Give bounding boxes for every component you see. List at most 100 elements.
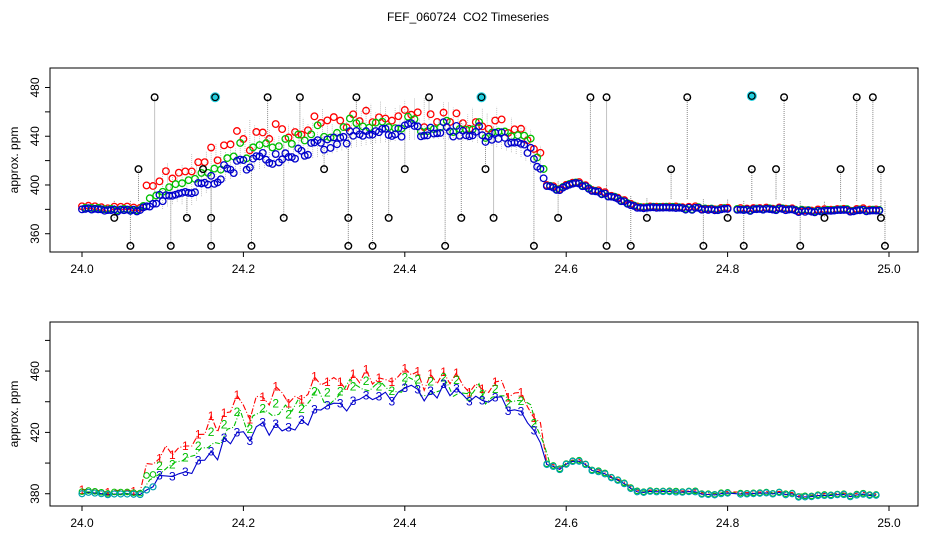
series-2-point [223, 154, 232, 163]
series-3-point [394, 124, 403, 133]
series-3-label: 3 [324, 399, 331, 413]
x-tick-label: 24.0 [70, 262, 94, 276]
series-3-marker [594, 468, 603, 476]
series-3-marker [556, 465, 564, 474]
series-3-marker [627, 484, 635, 493]
series-1-label: 1 [169, 448, 176, 462]
series-2-label: 2 [169, 458, 176, 472]
series-1-point [497, 115, 506, 124]
series-3-point [494, 134, 503, 143]
series-3-point [336, 133, 345, 142]
series-1-point [323, 116, 332, 125]
series-2-label: 2 [492, 382, 499, 396]
series-3-label: 3 [208, 445, 215, 459]
series-2-point [281, 134, 290, 143]
series-2-label: 2 [208, 425, 215, 439]
series-3-point [381, 124, 390, 133]
series-3-point [526, 143, 535, 152]
series-1-label: 1 [195, 427, 202, 441]
series-1-point [161, 167, 170, 176]
outlier-point [368, 241, 377, 250]
series-3-label: 3 [466, 395, 473, 409]
series-1-label: 1 [79, 483, 86, 497]
series-3-marker [840, 490, 848, 499]
outlier-point [626, 241, 635, 250]
series-3-point [245, 163, 254, 172]
series-1-label: 1 [531, 411, 538, 425]
series-1-label: 1 [337, 375, 344, 389]
outlier-point [772, 165, 781, 174]
series-3-point [152, 199, 161, 208]
series-3-marker [775, 488, 783, 497]
series-3-label: 3 [311, 403, 318, 417]
outlier-point [747, 165, 756, 174]
series-3-point [365, 130, 374, 139]
series-2-point [378, 117, 387, 126]
series-3-point [304, 150, 312, 159]
series-1-point [142, 181, 151, 190]
series-3-point [465, 132, 474, 141]
series-3-point [207, 171, 216, 180]
series-2-label: 2 [453, 373, 460, 387]
series-1-point [394, 112, 403, 121]
outlier-point [247, 241, 256, 250]
outlier-point [352, 93, 361, 102]
series-3-point [626, 201, 635, 210]
series-3-label: 3 [376, 390, 383, 404]
series-2-point [236, 138, 245, 147]
series-3-point [539, 174, 548, 183]
series-3-label: 3 [285, 421, 292, 435]
series-3-label: 3 [156, 468, 163, 482]
flagged-point [477, 93, 486, 102]
series-2-label: 2 [376, 379, 383, 393]
series-3-marker [723, 489, 732, 497]
outlier-point [699, 241, 708, 250]
series-1-label: 1 [440, 365, 447, 379]
outlier-point [344, 241, 353, 250]
series-3-point [517, 139, 525, 148]
series-1-point [439, 108, 448, 117]
series-3-marker [711, 491, 719, 499]
series-3-label: 3 [453, 382, 460, 396]
series-3-marker [807, 493, 816, 501]
series-1-label: 1 [492, 375, 499, 389]
series-1-point [207, 143, 216, 152]
series-3-point [723, 204, 732, 213]
outlier-point [295, 93, 304, 102]
panel-bottom-x-axis: 24.0 24.2 24.4 24.6 24.8 25.0 [70, 506, 901, 530]
series-2-point [313, 121, 322, 130]
series-1-label: 1 [363, 363, 370, 377]
series-3-label: 3 [259, 416, 266, 430]
series-2-point [145, 194, 154, 203]
series-3-point [378, 124, 387, 133]
series-1-point [387, 116, 396, 125]
series-2-point [339, 123, 348, 132]
series-2-label: 2 [427, 375, 434, 389]
panel-top-frame [49, 67, 919, 253]
outlier-point [441, 241, 450, 250]
series-3-label: 3 [492, 390, 499, 404]
series-3-point [333, 140, 341, 149]
series-3-point [452, 121, 461, 130]
series-3-marker [762, 489, 770, 497]
series-3-marker [142, 486, 151, 494]
series-3-point [300, 151, 309, 160]
series-1-label: 1 [324, 375, 331, 389]
outlier-point [723, 213, 732, 222]
outlier-point [263, 93, 272, 102]
series-3-point [410, 121, 419, 130]
series-3-label: 3 [337, 397, 344, 411]
series-3-point [591, 187, 600, 196]
series-3-point [258, 148, 267, 157]
series-1-label: 1 [414, 365, 421, 379]
series-3-label: 3 [427, 384, 434, 398]
series-3-marker [543, 460, 551, 469]
outlier-point [279, 213, 288, 222]
series-1-label: 1 [376, 371, 383, 385]
series-3-point [720, 204, 729, 213]
panel-top-ylabel: approx. ppm [7, 127, 21, 194]
panel-top: 24.0 24.2 24.4 24.6 24.8 25.0 360 400 440 480 ap… [7, 67, 919, 276]
outlier-point [780, 93, 789, 102]
series-3-label: 3 [505, 404, 512, 418]
